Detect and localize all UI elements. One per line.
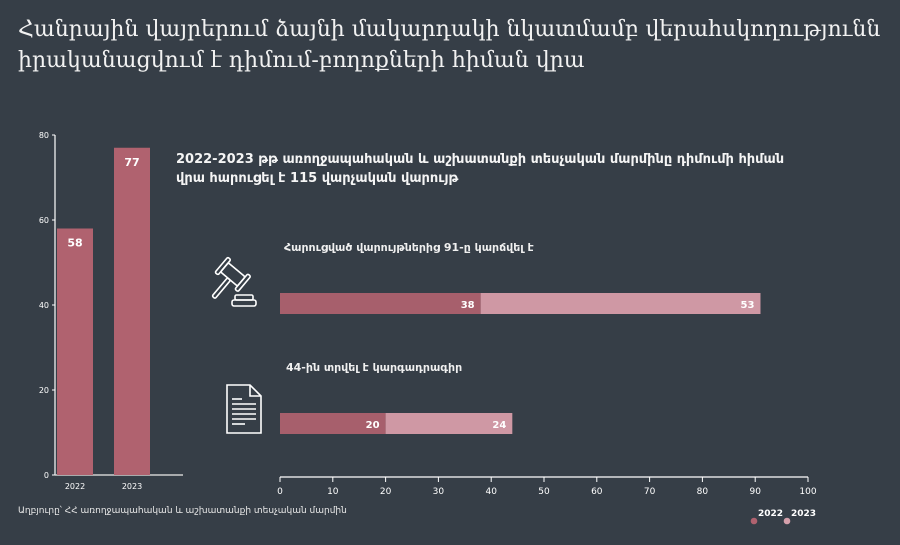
document-icon [226, 384, 262, 434]
h-tick-label: 20 [380, 487, 392, 497]
h-tick-label: 50 [538, 487, 550, 497]
hbar-segment-2022 [280, 293, 481, 314]
hbar-value-label: 20 [366, 420, 380, 431]
hbar-segment-2023 [385, 413, 513, 434]
bar-value-label: 58 [67, 237, 82, 250]
legend-label: 2023 [791, 509, 816, 519]
h-tick-label: 90 [749, 487, 761, 497]
page-title: Հանրային վայրերում ձայնի մակարդակի նկատմ… [18, 17, 881, 73]
y-tick-label: 80 [39, 131, 49, 140]
x-tick-label: 2022 [65, 482, 85, 491]
h-tick-label: 100 [799, 487, 816, 497]
fined-label: 44-ին տրվել է կարգադրագիր [286, 361, 463, 374]
horizontal-chart-group: 38 53 20 24 0 10 20 30 40 50 60 70 80 90 100 [277, 293, 817, 497]
hbar-value-label: 24 [492, 420, 506, 431]
h-tick-label: 80 [697, 487, 709, 497]
concluded-label: Հարուցված վարույթներից 91-ը կարճվել է [284, 241, 534, 254]
x-tick-label: 2023 [122, 482, 142, 491]
h-tick-label: 60 [591, 487, 603, 497]
h-tick-label: 0 [277, 487, 283, 497]
y-tick-label: 20 [39, 386, 49, 395]
vertical-chart-group: 0 20 40 60 80 58 2022 77 2023 [39, 131, 183, 491]
h-tick-label: 40 [485, 487, 497, 497]
hbar-value-label: 38 [461, 300, 475, 311]
chart-subtitle: 2022-2023 թթ առողջապահական և աշխատանքի տ… [176, 152, 785, 186]
h-tick-label: 70 [644, 487, 656, 497]
legend-dot-2022 [750, 517, 758, 525]
y-tick-label: 60 [39, 216, 49, 225]
legend: 2022 2023 [750, 509, 816, 525]
bar-value-label: 77 [124, 156, 139, 169]
gavel-icon [211, 256, 257, 307]
hbar-segment-2023 [480, 293, 761, 314]
hbar-segment-2022 [280, 413, 386, 434]
hbar-value-label: 53 [741, 300, 755, 311]
legend-label: 2022 [758, 509, 783, 519]
y-tick-label: 40 [39, 301, 49, 310]
bar-2023 [114, 147, 150, 475]
source-note: Աղբյուրը՝ ՀՀ առողջապահական և աշխատանքի տ… [18, 506, 347, 516]
h-tick-label: 10 [327, 487, 339, 497]
bar-2022 [57, 228, 93, 475]
h-tick-label: 30 [433, 487, 445, 497]
y-tick-label: 0 [44, 471, 49, 480]
legend-dot-2023 [783, 517, 791, 525]
